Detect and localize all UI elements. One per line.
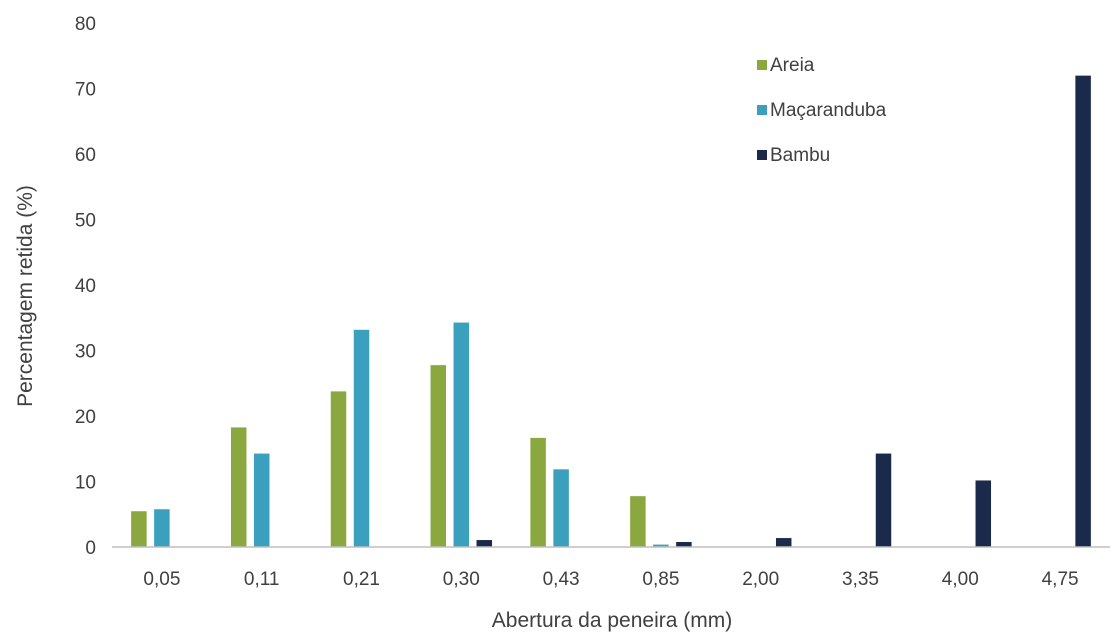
bar-areia-3 bbox=[430, 364, 447, 548]
x-tick-label: 4,75 bbox=[1042, 569, 1079, 590]
x-tick-label: 0,11 bbox=[244, 569, 280, 590]
bar-areia-4 bbox=[529, 437, 547, 548]
x-tick-label: 0,05 bbox=[143, 569, 180, 590]
bar-areia-2 bbox=[330, 390, 347, 548]
bar-areia-0 bbox=[130, 510, 148, 548]
x-axis-title: Abertura da peneira (mm) bbox=[492, 609, 732, 632]
bar-areia-5 bbox=[629, 495, 647, 548]
x-tick-label: 4,00 bbox=[942, 569, 979, 590]
x-tick-label: 0,85 bbox=[642, 569, 679, 590]
x-tick-label: 0,43 bbox=[543, 569, 580, 590]
y-tick-label: 30 bbox=[75, 342, 96, 363]
bar-ma-aranduba-2 bbox=[353, 329, 370, 548]
bar-ma-aranduba-1 bbox=[253, 453, 270, 548]
bar-ma-aranduba-3 bbox=[453, 322, 470, 548]
x-axis-ticks: 0,05 0,11 0,21 0,30 0,43 0,85 2,00 3,35 4,00 4,75 bbox=[143, 569, 1078, 590]
legend-swatch-ma-aranduba bbox=[757, 105, 767, 115]
bar-groups bbox=[130, 75, 1092, 548]
bar-ma-aranduba-4 bbox=[552, 468, 570, 548]
legend: Areia Maçaranduba Bambu bbox=[757, 55, 887, 166]
y-tick-label: 60 bbox=[75, 145, 96, 166]
x-tick-label: 0,21 bbox=[343, 569, 380, 590]
legend-swatch-bambu bbox=[757, 150, 767, 160]
bar-areia-1 bbox=[230, 426, 247, 548]
y-tick-label: 20 bbox=[75, 407, 96, 428]
y-tick-label: 50 bbox=[75, 211, 96, 232]
legend-label: Maçaranduba bbox=[770, 100, 887, 121]
legend-swatch-areia bbox=[757, 60, 767, 70]
x-tick-label: 2,00 bbox=[742, 569, 779, 590]
y-tick-label: 80 bbox=[75, 14, 96, 35]
bar-bambu-6 bbox=[775, 537, 792, 548]
y-tick-label: 10 bbox=[75, 473, 96, 494]
y-tick-label: 0 bbox=[85, 538, 96, 559]
legend-label: Areia bbox=[770, 55, 815, 76]
bar-bambu-9 bbox=[1074, 75, 1092, 548]
x-tick-label: 3,35 bbox=[842, 569, 879, 590]
bar-bambu-5 bbox=[675, 541, 693, 548]
y-tick-label: 40 bbox=[75, 276, 96, 297]
bar-bambu-7 bbox=[875, 453, 892, 548]
y-tick-label: 70 bbox=[75, 80, 96, 101]
bar-ma-aranduba-0 bbox=[153, 508, 171, 548]
bar-bambu-8 bbox=[975, 479, 992, 548]
x-tick-label: 0,30 bbox=[443, 569, 480, 590]
y-axis-title: Percentagem retida (%) bbox=[14, 185, 37, 407]
y-axis-ticks: 0 10 20 30 40 50 60 70 80 bbox=[75, 14, 96, 559]
bar-bambu-3 bbox=[476, 539, 493, 548]
legend-label: Bambu bbox=[770, 145, 830, 166]
